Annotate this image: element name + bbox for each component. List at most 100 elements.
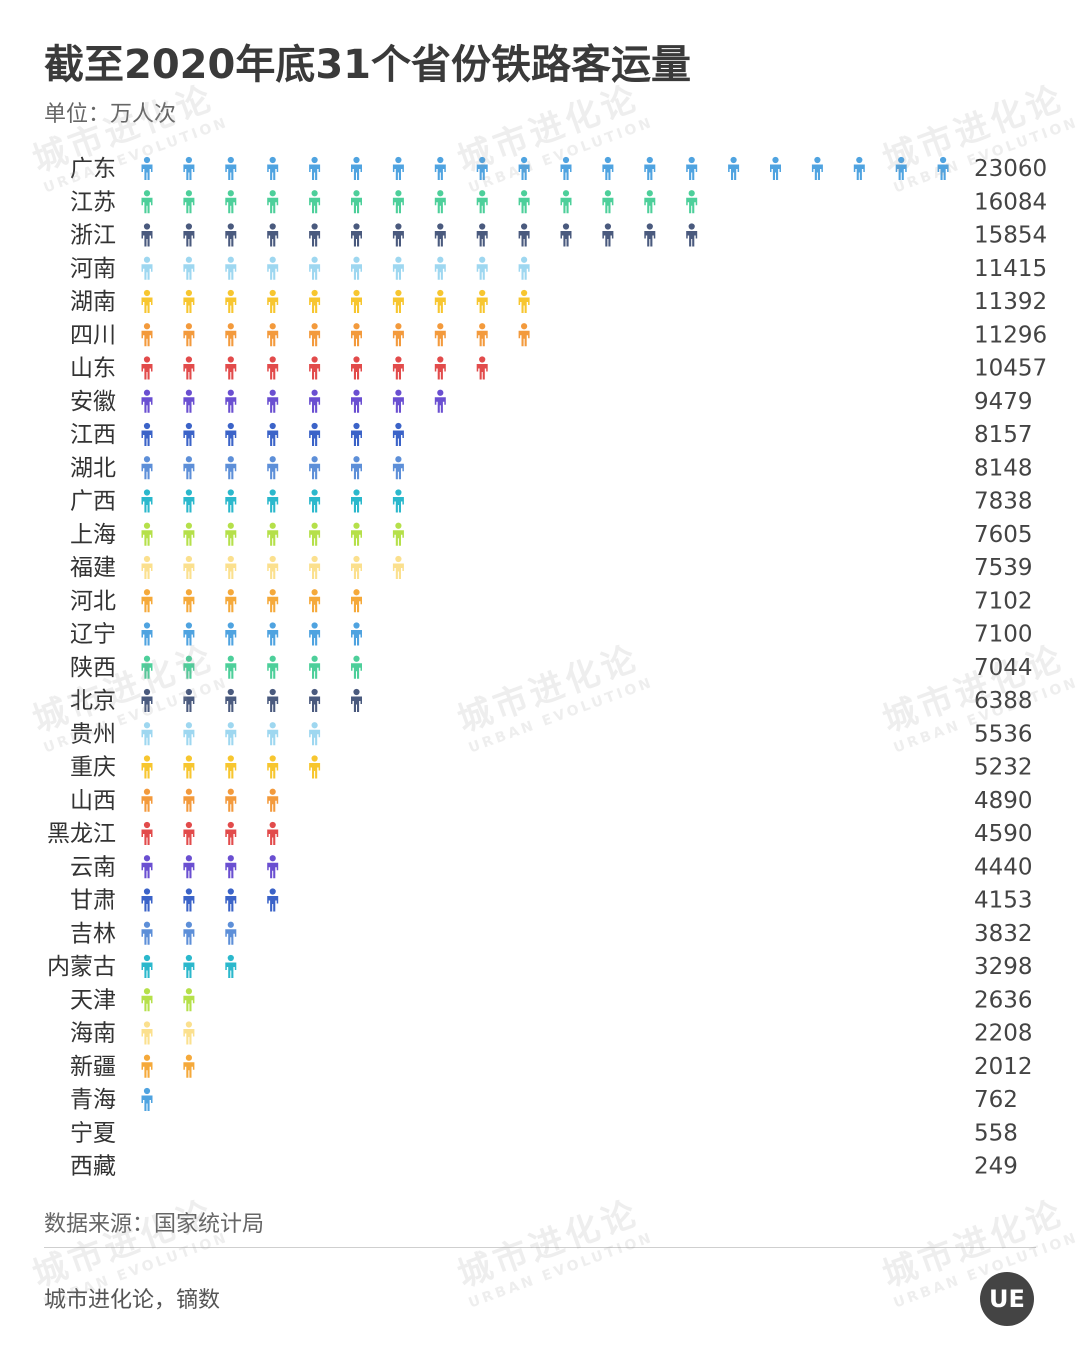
person-icon <box>602 223 614 247</box>
person-icon <box>141 1087 153 1111</box>
person-icon <box>392 289 404 313</box>
person-icon <box>770 156 781 180</box>
person-icon <box>267 223 279 247</box>
person-icon <box>225 522 237 546</box>
person-icon <box>686 156 698 180</box>
person-icon <box>141 589 153 613</box>
value-label: 6388 <box>974 688 1033 714</box>
person-icon <box>141 323 153 347</box>
category-label: 北京 <box>70 688 116 714</box>
person-icon <box>183 456 195 480</box>
person-icon <box>183 289 195 313</box>
category-label: 新疆 <box>70 1054 116 1080</box>
person-icon <box>392 356 404 380</box>
person-icon <box>141 389 153 413</box>
person-icon <box>267 788 279 812</box>
person-icon <box>183 389 195 413</box>
person-icon <box>351 190 362 214</box>
category-label: 辽宁 <box>70 622 116 648</box>
person-icon <box>351 356 362 380</box>
value-label: 4890 <box>974 788 1033 814</box>
person-icon <box>434 356 446 380</box>
person-icon <box>518 256 530 280</box>
person-icon <box>392 422 404 446</box>
person-icon <box>183 555 195 579</box>
person-icon <box>309 522 321 546</box>
person-icon <box>309 323 321 347</box>
person-icon <box>267 289 279 313</box>
person-icon <box>141 156 153 180</box>
category-label: 陕西 <box>70 655 116 681</box>
person-icon <box>434 223 446 247</box>
person-icon <box>351 422 362 446</box>
value-label: 2012 <box>974 1054 1033 1080</box>
person-icon <box>183 1021 195 1045</box>
person-icon <box>267 190 279 214</box>
chart-title: 截至2020年底31个省份铁路客运量 <box>44 42 691 88</box>
person-icon <box>309 589 321 613</box>
person-icon <box>309 755 321 779</box>
person-icon <box>225 156 237 180</box>
person-icon <box>141 289 153 313</box>
person-icon <box>183 655 195 679</box>
value-label: 5232 <box>974 755 1033 781</box>
person-icon <box>225 821 237 845</box>
person-icon <box>392 190 404 214</box>
category-label: 贵州 <box>70 721 116 747</box>
person-icon <box>309 156 321 180</box>
person-icon <box>351 555 362 579</box>
person-icon <box>309 289 321 313</box>
person-icon <box>309 190 321 214</box>
value-label: 249 <box>974 1154 1018 1180</box>
person-icon <box>183 788 195 812</box>
person-icon <box>225 688 237 712</box>
person-icon <box>351 223 362 247</box>
value-label: 7102 <box>974 588 1033 614</box>
pictogram-chart: 广东 23060 江苏 16084 浙江 15854 河南 11415 湖南 11392 四川 112… <box>47 156 1047 1180</box>
person-icon <box>309 456 321 480</box>
source-note: 数据来源：国家统计局 <box>44 1212 265 1237</box>
category-label: 吉林 <box>70 921 116 947</box>
category-label: 湖南 <box>70 289 116 315</box>
category-label: 江苏 <box>70 189 116 215</box>
person-icon <box>476 156 488 180</box>
person-icon <box>560 156 572 180</box>
category-label: 湖北 <box>70 455 116 481</box>
person-icon <box>141 1054 153 1078</box>
person-icon <box>351 256 362 280</box>
value-label: 9479 <box>974 389 1033 415</box>
person-icon <box>225 855 237 879</box>
person-icon <box>183 755 195 779</box>
person-icon <box>141 921 153 945</box>
person-icon <box>644 190 656 214</box>
person-icon <box>476 190 488 214</box>
person-icon <box>267 821 279 845</box>
person-icon <box>183 156 195 180</box>
person-icon <box>351 589 362 613</box>
person-icon <box>141 356 153 380</box>
category-label: 重庆 <box>70 755 116 781</box>
category-label: 内蒙古 <box>47 954 116 980</box>
person-icon <box>183 722 195 746</box>
value-label: 23060 <box>974 156 1047 182</box>
person-icon <box>183 589 195 613</box>
person-icon <box>141 788 153 812</box>
person-icon <box>225 422 237 446</box>
person-icon <box>267 555 279 579</box>
person-icon <box>518 323 530 347</box>
person-icon <box>183 688 195 712</box>
value-label: 762 <box>974 1087 1018 1113</box>
person-icon <box>225 755 237 779</box>
person-icon <box>351 456 362 480</box>
person-icon <box>392 323 404 347</box>
person-icon <box>811 156 823 180</box>
person-icon <box>225 954 237 978</box>
person-icon <box>686 190 698 214</box>
person-icon <box>225 223 237 247</box>
category-label: 浙江 <box>70 223 116 249</box>
person-icon <box>183 522 195 546</box>
divider <box>44 1247 1036 1248</box>
person-icon <box>183 223 195 247</box>
person-icon <box>309 422 321 446</box>
person-icon <box>183 988 195 1012</box>
